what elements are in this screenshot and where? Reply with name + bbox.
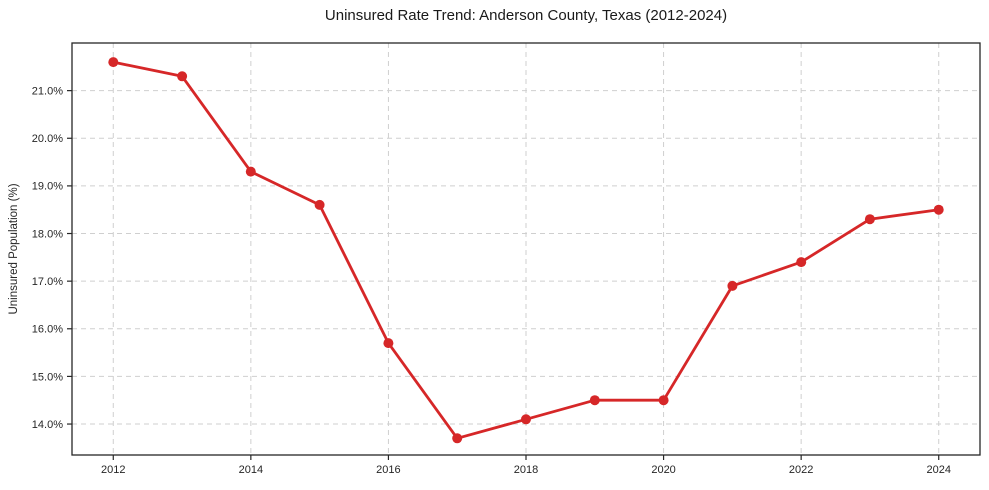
data-point-2016 bbox=[383, 338, 394, 349]
x-tick-label: 2018 bbox=[514, 464, 538, 476]
data-point-2019 bbox=[589, 395, 600, 406]
y-tick-label: 19.0% bbox=[32, 181, 63, 193]
x-tick-label: 2020 bbox=[651, 464, 675, 476]
data-point-2012 bbox=[108, 57, 119, 68]
x-tick-label: 2014 bbox=[239, 464, 263, 476]
data-point-2014 bbox=[245, 166, 256, 177]
y-tick-label: 17.0% bbox=[32, 276, 63, 288]
y-tick-label: 16.0% bbox=[32, 324, 63, 336]
y-tick-label: 15.0% bbox=[32, 371, 63, 383]
data-point-2023 bbox=[864, 214, 875, 225]
data-point-2018 bbox=[521, 414, 531, 425]
data-point-2020 bbox=[658, 395, 669, 406]
x-tick-label: 2022 bbox=[789, 464, 813, 476]
x-tick-label: 2024 bbox=[926, 464, 950, 476]
data-point-2024 bbox=[933, 204, 944, 215]
data-point-2021 bbox=[727, 280, 738, 291]
chart-title: Uninsured Rate Trend: Anderson County, T… bbox=[324, 7, 728, 24]
data-point-2017 bbox=[452, 433, 463, 444]
y-tick-label: 21.0% bbox=[32, 85, 63, 97]
y-tick-label: 18.0% bbox=[32, 228, 63, 240]
data-point-2013 bbox=[177, 71, 188, 82]
data-point-2015 bbox=[314, 199, 325, 210]
y-tick-label: 14.0% bbox=[32, 419, 63, 431]
x-tick-label: 2012 bbox=[101, 464, 125, 476]
plot-border bbox=[71, 42, 981, 456]
data-point-2022 bbox=[796, 257, 807, 268]
x-tick-label: 2016 bbox=[376, 464, 400, 476]
y-tick-label: 20.0% bbox=[32, 133, 63, 145]
